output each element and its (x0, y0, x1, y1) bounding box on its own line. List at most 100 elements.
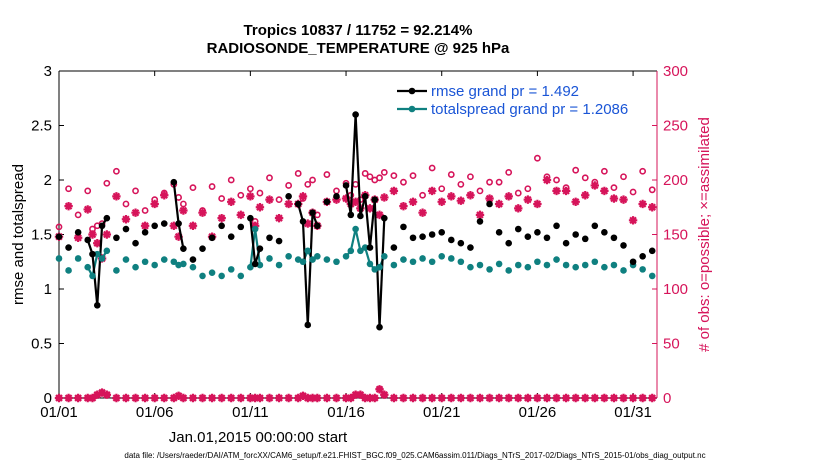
assimilated-obs-point (571, 197, 580, 206)
assimilated-obs-zero-point (112, 393, 121, 403)
assimilated-obs-point (475, 210, 485, 220)
rmse-point (160, 220, 168, 227)
possible-obs-point (486, 178, 493, 186)
rmse-point (175, 220, 182, 227)
y-tick-label: 3 (44, 63, 52, 80)
y2-tick-label: 150 (663, 227, 688, 244)
rmse-point (601, 229, 608, 236)
totalspread-point (55, 255, 63, 262)
assimilated-obs-point (619, 195, 628, 204)
data-file-footer: data file: /Users/raeder/DAI/ATM_forcXX/… (124, 451, 706, 460)
totalspread-point (553, 256, 560, 263)
totalspread-point (352, 225, 359, 233)
rmse-line-segment (172, 182, 180, 224)
assimilated-obs-zero-point (504, 393, 513, 403)
totalspread-point (98, 255, 106, 262)
rmse-point (342, 182, 350, 189)
assimilated-obs-point (552, 186, 561, 196)
assimilated-obs-zero-point (73, 393, 83, 403)
assimilated-obs-point (427, 186, 437, 196)
rmse-point (266, 234, 273, 242)
rmse-point (65, 244, 72, 251)
possible-obs-point (457, 180, 465, 188)
totalspread-point (74, 255, 82, 262)
assimilated-obs-point (609, 194, 619, 203)
legend-totalspread-marker (408, 105, 416, 113)
possible-obs-point (409, 172, 417, 180)
assimilated-obs-zero-point (121, 393, 131, 403)
rmse-point (103, 214, 111, 222)
assimilated-obs-zero-point (169, 393, 179, 403)
assimilated-obs-zero-point (456, 393, 466, 403)
assimilated-obs-zero-point (298, 391, 308, 401)
assimilated-obs-zero-point (418, 393, 427, 403)
legend-rmse-label: rmse grand pr = 1.492 (431, 83, 579, 100)
chart-subtitle: RADIOSONDE_TEMPERATURE @ 925 hPa (206, 40, 510, 57)
totalspread-point (237, 272, 245, 280)
totalspread-point (495, 260, 503, 268)
rmse-point (151, 222, 158, 230)
possible-obs-point (189, 184, 197, 192)
rmse-point (55, 233, 63, 240)
assimilated-obs-zero-point (308, 393, 317, 403)
totalspread-point (376, 263, 383, 271)
rmse-point (514, 225, 522, 233)
assimilated-obs-zero-point (93, 390, 102, 399)
assimilated-obs-point (121, 215, 131, 224)
totalspread-point (275, 261, 283, 269)
totalspread-point (342, 252, 350, 260)
y2-tick-label: 50 (663, 336, 680, 353)
possible-obs-point (419, 191, 426, 199)
assimilated-obs-point (102, 230, 112, 239)
possible-obs-point (620, 173, 627, 181)
rmse-point (591, 222, 599, 230)
assimilated-obs-point (514, 204, 523, 213)
totalspread-point (610, 261, 618, 269)
possible-obs-point (309, 176, 316, 184)
chart-title: Tropics 10837 / 11752 = 92.214% (243, 22, 473, 39)
assimilated-obs-point (590, 181, 600, 190)
possible-obs-point (74, 211, 82, 219)
rmse-point (553, 222, 560, 230)
possible-obs-point (132, 187, 139, 195)
rmse-point (93, 302, 101, 309)
assimilated-obs-zero-point (523, 393, 533, 403)
possible-obs-point (390, 172, 398, 180)
possible-obs-point (600, 167, 608, 175)
assimilated-obs-zero-point (485, 393, 494, 403)
assimilated-obs-point (542, 175, 552, 185)
rmse-point (390, 244, 398, 251)
assimilated-obs-zero-point (360, 393, 370, 403)
possible-obs-point (237, 191, 245, 199)
assimilated-obs-zero-point (322, 393, 332, 403)
assimilated-obs-zero-point (64, 393, 73, 403)
y-tick-label: 0 (44, 390, 52, 407)
rmse-line-segment (91, 254, 99, 306)
totalspread-point (562, 261, 570, 269)
assimilated-obs-point (140, 221, 150, 230)
totalspread-point (390, 261, 398, 269)
totalspread-point (304, 247, 312, 255)
rmse-line-segment (177, 223, 185, 249)
rmse-line-segment (373, 199, 381, 328)
possible-obs-point (553, 176, 560, 184)
assimilated-obs-zero-point (466, 393, 475, 403)
rmse-point (304, 321, 312, 329)
assimilated-obs-point (160, 191, 169, 200)
assimilated-obs-zero-point (140, 393, 150, 403)
rmse-point (409, 234, 417, 242)
rmse-point (476, 218, 484, 225)
assimilated-obs-zero-point (628, 393, 638, 403)
y2-tick-label: 200 (663, 172, 688, 189)
assimilated-obs-zero-point (313, 393, 322, 403)
rmse-point (299, 218, 307, 225)
legend-rmse-marker (408, 87, 416, 95)
assimilated-obs-point (648, 203, 657, 212)
assimilated-obs-zero-point (389, 393, 399, 403)
possible-obs-point (275, 196, 283, 204)
possible-obs-point (400, 178, 407, 186)
rmse-point (381, 214, 388, 222)
assimilated-obs-zero-point (542, 393, 552, 403)
totalspread-point (170, 258, 178, 266)
possible-obs-point (227, 176, 235, 184)
